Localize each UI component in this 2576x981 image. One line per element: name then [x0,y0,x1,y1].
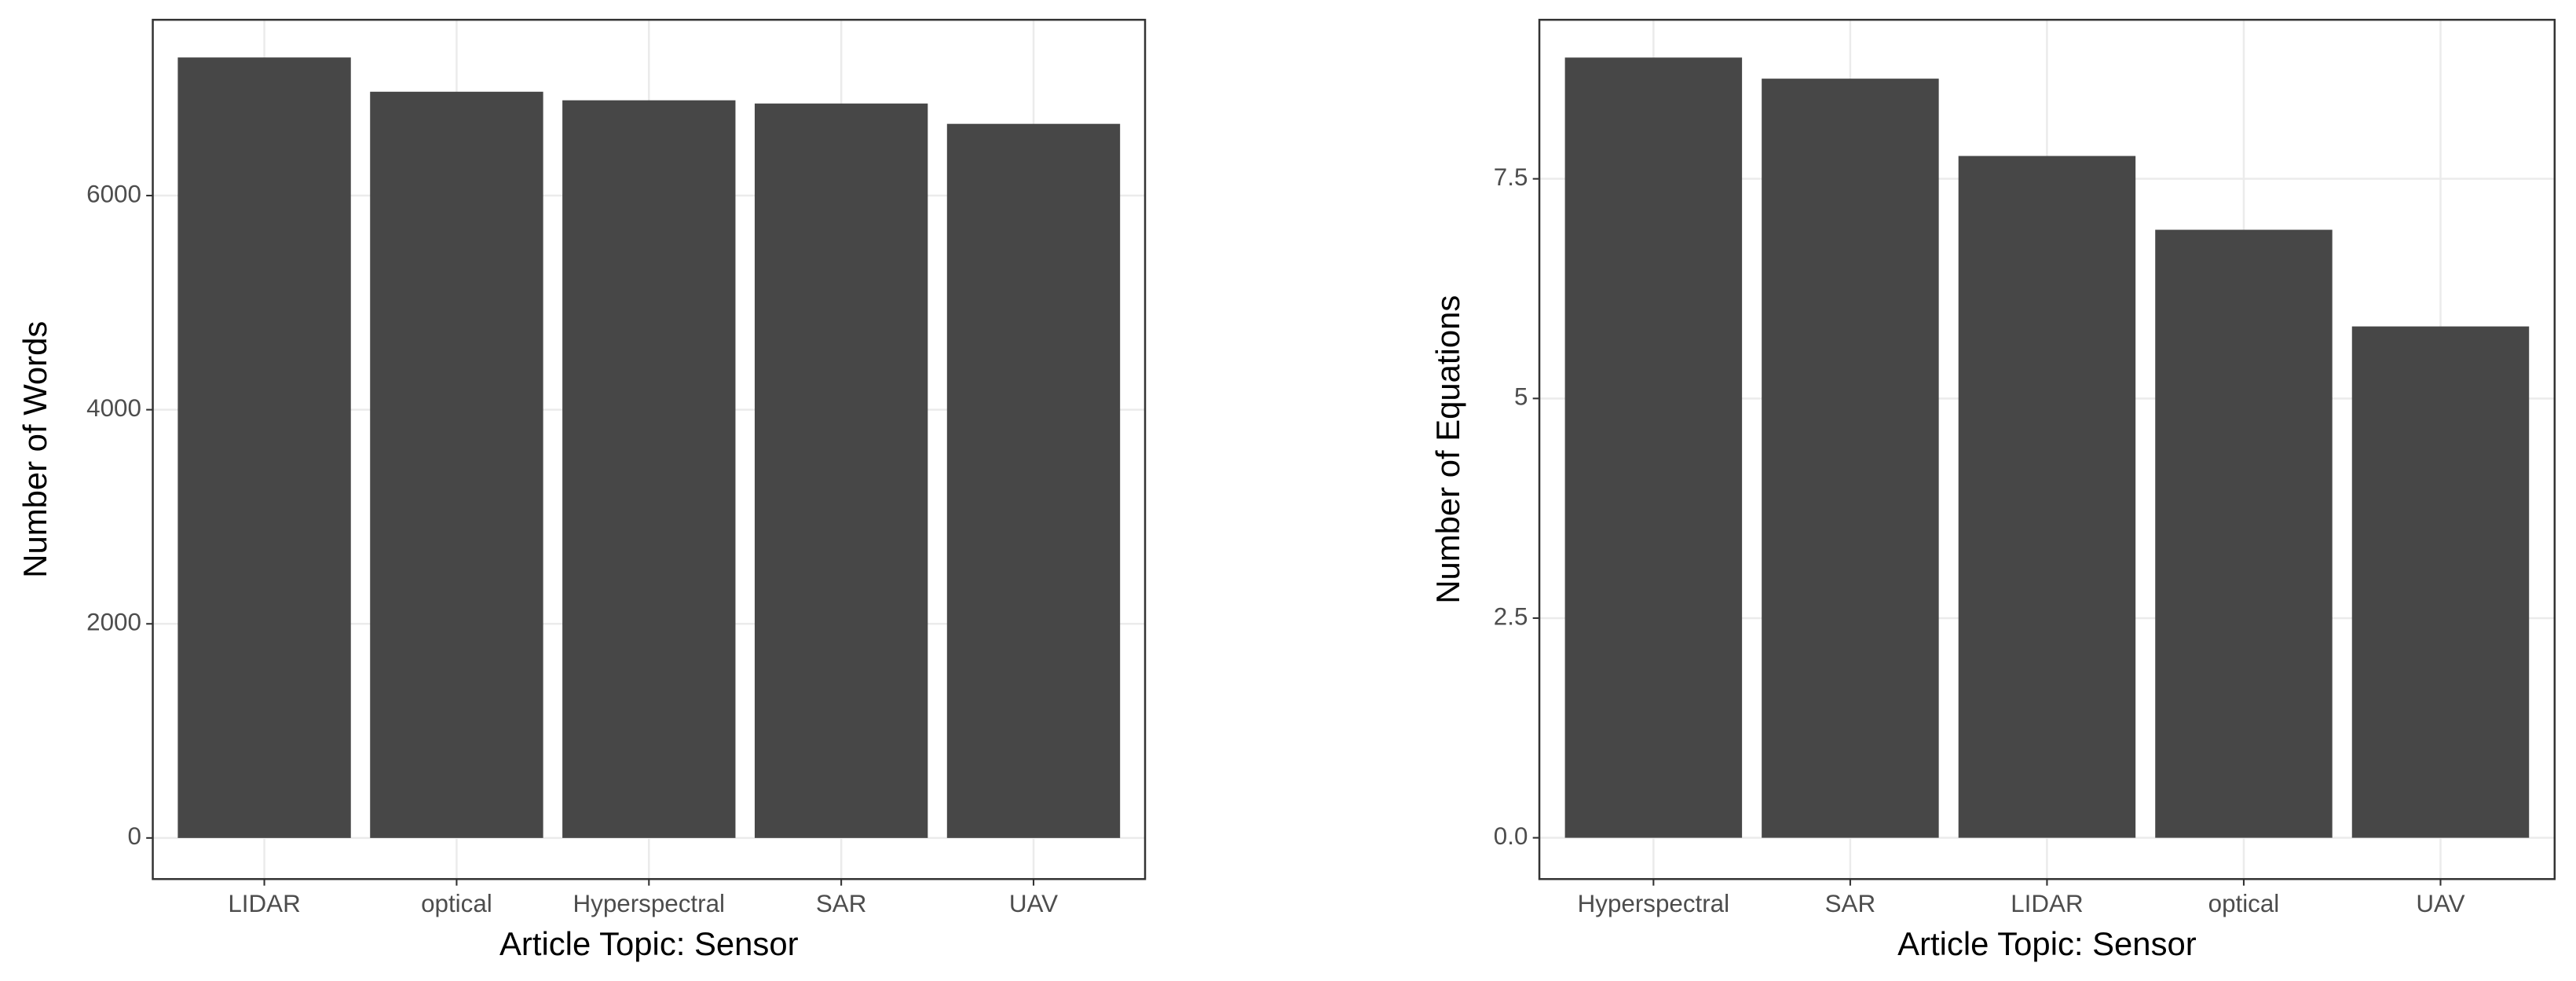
bar [1564,57,1743,838]
y-tick-label: 2000 [86,609,141,636]
y-axis-title: Number of Equations [1429,295,1466,604]
x-axis-title: Article Topic: Sensor [1897,925,2197,962]
x-tick-label: optical [2208,890,2280,917]
bar [1958,156,2136,838]
x-tick-label: UAV [1009,890,1058,917]
bar [754,103,928,838]
y-tick-label: 5 [1514,383,1528,411]
bar [562,100,736,838]
y-tick-label: 4000 [86,394,141,422]
y-tick-label: 0 [127,822,141,850]
x-tick-label: UAV [2416,890,2464,917]
y-tick-label: 0.0 [1494,822,1528,850]
bar [946,123,1121,838]
bar [177,57,351,838]
y-axis-title: Number of Words [16,321,53,578]
bar [2155,229,2333,838]
panel-border [152,18,1147,880]
x-tick-label: SAR [816,890,866,917]
bar [2351,326,2530,838]
y-tick-label: 7.5 [1494,163,1528,191]
y-tick-label: 2.5 [1494,602,1528,630]
x-tick-label: LIDAR [2011,890,2083,917]
x-tick-label: SAR [1825,890,1875,917]
x-tick-label: Hyperspectral [573,890,725,917]
chart: 0 2000 4000 6000 LIDAR optical Hyperspectral SA… [16,18,1147,962]
panel-border [1538,18,2556,880]
chart: 0.0 2.5 5 7.5 Hyperspectral SAR LIDAR optical UA… [1429,18,2556,962]
x-axis-title: Article Topic: Sensor [499,925,799,962]
bar [370,91,543,838]
x-tick-label: Hyperspectral [1578,890,1729,917]
bar [1762,79,1939,838]
x-tick-label: LIDAR [228,890,300,917]
x-tick-label: optical [421,890,492,917]
y-tick-label: 6000 [86,180,141,207]
